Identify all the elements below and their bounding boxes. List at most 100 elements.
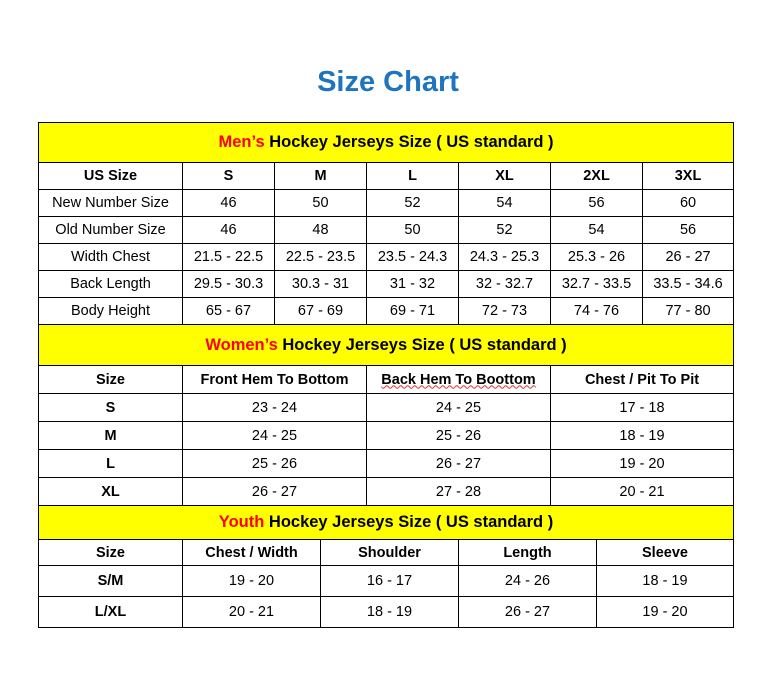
table-cell: 19 - 20 <box>182 565 321 597</box>
table-row: M 24 - 25 25 - 26 18 - 19 <box>38 421 735 450</box>
table-cell: 72 - 73 <box>458 297 551 325</box>
table-cell: 60 <box>641 189 735 217</box>
men-size-table: Men’s Hockey Jerseys Size ( US standard … <box>37 122 735 325</box>
column-header: Shoulder <box>320 539 459 566</box>
column-header: Size <box>38 365 183 394</box>
table-cell: 67 - 69 <box>274 297 367 325</box>
column-header: Back Hem To Boottom <box>366 365 551 394</box>
table-cell: 50 <box>274 189 367 217</box>
column-header: Sleeve <box>595 539 735 566</box>
table-cell: 25 - 26 <box>366 421 551 450</box>
row-label: Width Chest <box>38 243 183 271</box>
table-row: Body Height 65 - 67 67 - 69 69 - 71 72 - 73 7… <box>38 297 735 325</box>
row-label: Body Height <box>38 297 183 325</box>
table-cell: 26 - 27 <box>458 596 597 628</box>
table-cell: 32.7 - 33.5 <box>550 270 643 298</box>
table-cell: 29.5 - 30.3 <box>182 270 275 298</box>
column-header: 3XL <box>641 162 735 190</box>
page-title: Size Chart <box>317 66 459 98</box>
table-cell: 30.3 - 31 <box>274 270 367 298</box>
column-header: Size <box>38 539 183 566</box>
column-header-text: Back Hem To Boottom <box>381 371 536 388</box>
women-section-header: Women’s Hockey Jerseys Size ( US standar… <box>37 324 735 366</box>
table-cell: 16 - 17 <box>320 565 459 597</box>
men-label: Men’s <box>218 133 265 151</box>
column-header: Chest / Pit To Pit <box>549 365 735 394</box>
table-cell: 20 - 21 <box>182 596 321 628</box>
table-cell: 24 - 26 <box>458 565 597 597</box>
table-cell: 77 - 80 <box>641 297 735 325</box>
table-cell: 54 <box>458 189 551 217</box>
table-cell: 17 - 18 <box>549 393 735 422</box>
table-cell: 18 - 19 <box>595 565 735 597</box>
youth-size-table: Youth Hockey Jerseys Size ( US standard … <box>37 505 735 628</box>
table-cell: 24.3 - 25.3 <box>458 243 551 271</box>
table-header-row: Size Front Hem To Bottom Back Hem To Boott… <box>38 365 735 394</box>
table-cell: 26 - 27 <box>366 449 551 478</box>
row-label: L/XL <box>38 596 183 628</box>
table-cell: 54 <box>550 216 643 244</box>
table-row: L 25 - 26 26 - 27 19 - 20 <box>38 449 735 478</box>
table-cell: 48 <box>274 216 367 244</box>
table-cell: 26 - 27 <box>641 243 735 271</box>
table-cell: 22.5 - 23.5 <box>274 243 367 271</box>
table-row: Old Number Size 46 48 50 52 54 56 <box>38 216 735 244</box>
table-header-row: US Size S M L XL 2XL 3XL <box>38 162 735 190</box>
row-label: L <box>38 449 183 478</box>
table-cell: 24 - 25 <box>182 421 367 450</box>
column-header: Chest / Width <box>182 539 321 566</box>
row-label: S <box>38 393 183 422</box>
size-chart: Men’s Hockey Jerseys Size ( US standard … <box>37 122 735 628</box>
table-row: New Number Size 46 50 52 54 56 60 <box>38 189 735 217</box>
column-header: XL <box>458 162 551 190</box>
table-header-row: Size Chest / Width Shoulder Length Sleeve <box>38 539 735 566</box>
women-size-table: Women’s Hockey Jerseys Size ( US standar… <box>37 324 735 506</box>
table-cell: 46 <box>182 189 275 217</box>
table-cell: 23 - 24 <box>182 393 367 422</box>
column-header: Front Hem To Bottom <box>182 365 367 394</box>
table-row: XL 26 - 27 27 - 28 20 - 21 <box>38 477 735 506</box>
table-cell: 31 - 32 <box>366 270 459 298</box>
row-label: S/M <box>38 565 183 597</box>
row-label: Old Number Size <box>38 216 183 244</box>
header-text: Hockey Jerseys Size ( US standard ) <box>264 513 554 531</box>
column-header: L <box>366 162 459 190</box>
table-cell: 74 - 76 <box>550 297 643 325</box>
table-cell: 18 - 19 <box>549 421 735 450</box>
table-cell: 19 - 20 <box>595 596 735 628</box>
table-cell: 25 - 26 <box>182 449 367 478</box>
table-row: S 23 - 24 24 - 25 17 - 18 <box>38 393 735 422</box>
table-row: L/XL 20 - 21 18 - 19 26 - 27 19 - 20 <box>38 596 735 628</box>
row-label: New Number Size <box>38 189 183 217</box>
table-cell: 26 - 27 <box>182 477 367 506</box>
table-cell: 24 - 25 <box>366 393 551 422</box>
table-row: Width Chest 21.5 - 22.5 22.5 - 23.5 23.5 - … <box>38 243 735 271</box>
table-cell: 52 <box>458 216 551 244</box>
table-cell: 33.5 - 34.6 <box>641 270 735 298</box>
row-label: XL <box>38 477 183 506</box>
table-cell: 32 - 32.7 <box>458 270 551 298</box>
column-header: 2XL <box>550 162 643 190</box>
table-cell: 27 - 28 <box>366 477 551 506</box>
table-cell: 65 - 67 <box>182 297 275 325</box>
table-row: S/M 19 - 20 16 - 17 24 - 26 18 - 19 <box>38 565 735 597</box>
table-cell: 25.3 - 26 <box>550 243 643 271</box>
table-cell: 46 <box>182 216 275 244</box>
table-row: Back Length 29.5 - 30.3 30.3 - 31 31 - 32 32… <box>38 270 735 298</box>
women-label: Women’s <box>205 335 278 354</box>
column-header: Length <box>458 539 597 566</box>
table-cell: 20 - 21 <box>549 477 735 506</box>
column-header: S <box>182 162 275 190</box>
table-cell: 23.5 - 24.3 <box>366 243 459 271</box>
table-cell: 19 - 20 <box>549 449 735 478</box>
men-section-header: Men’s Hockey Jerseys Size ( US standard … <box>37 122 735 163</box>
table-cell: 50 <box>366 216 459 244</box>
table-cell: 21.5 - 22.5 <box>182 243 275 271</box>
youth-section-header: Youth Hockey Jerseys Size ( US standard … <box>37 505 735 540</box>
row-label: M <box>38 421 183 450</box>
table-cell: 69 - 71 <box>366 297 459 325</box>
table-cell: 18 - 19 <box>320 596 459 628</box>
table-cell: 56 <box>550 189 643 217</box>
column-header: M <box>274 162 367 190</box>
table-cell: 52 <box>366 189 459 217</box>
